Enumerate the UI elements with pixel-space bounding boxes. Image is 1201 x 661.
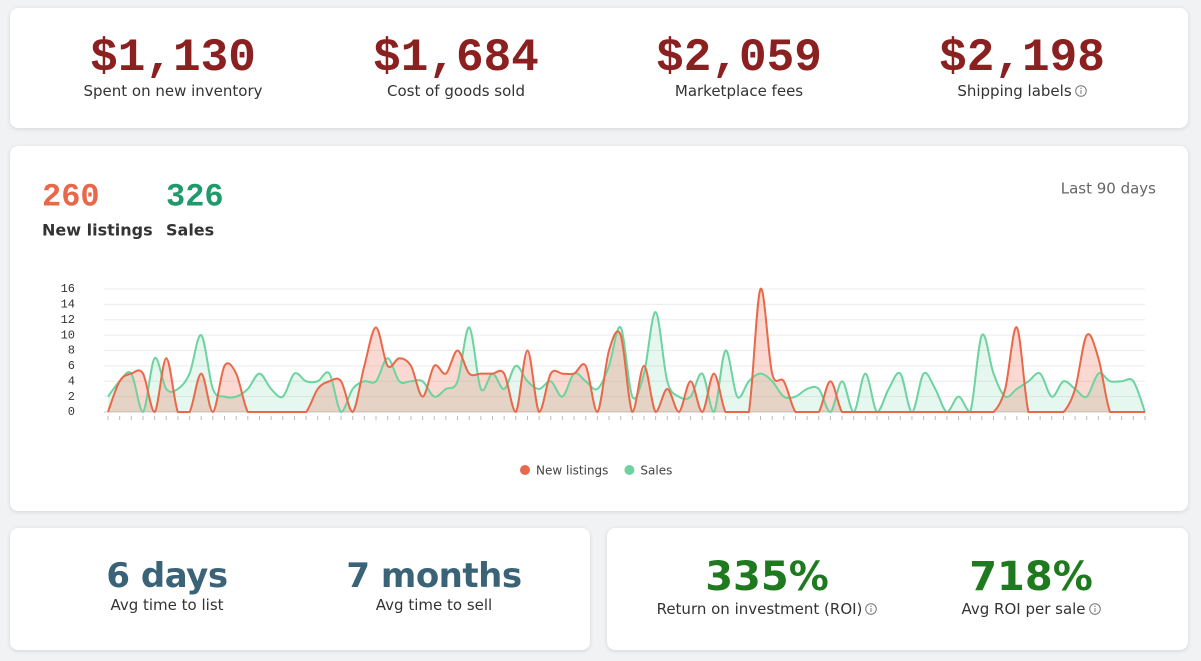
legend-label: Sales <box>640 464 672 478</box>
stat: 335% Return on investment (ROI) <box>627 554 907 618</box>
stat: $1,130 Spent on new inventory <box>33 34 313 100</box>
sales-label: Sales <box>166 221 214 240</box>
listings-count: 260 <box>42 178 100 215</box>
series-line <box>107 287 1145 414</box>
y-tick-label: 16 <box>61 282 75 296</box>
period-label: Last 90 days <box>1061 180 1156 198</box>
chart-card: 260 New listings 326 Sales Last 90 days … <box>10 146 1188 511</box>
legend-marker <box>520 465 530 475</box>
stat-label: Return on investment (ROI) <box>627 600 907 618</box>
listings-label: New listings <box>42 221 153 240</box>
sales-count: 326 <box>166 178 224 215</box>
stat-label: Avg time to sell <box>375 596 493 614</box>
y-tick-label: 0 <box>68 405 75 419</box>
stat-label: Avg time to list <box>110 596 224 614</box>
info-icon[interactable] <box>1074 85 1087 97</box>
chart: 260 New listings 326 Sales Last 90 days … <box>42 178 1156 478</box>
stat: 7 months Avg time to sell <box>294 556 574 614</box>
stat-value: $1,684 <box>373 32 539 84</box>
stat: 718% Avg ROI per sale <box>891 554 1171 618</box>
summary-card: $1,130 Spent on new inventory $1,684 Cost … <box>10 8 1188 128</box>
stat-label: Spent on new inventory <box>83 82 263 100</box>
stat-label-text: Return on investment (ROI) <box>656 600 863 618</box>
stat: 6 days Avg time to list <box>27 556 307 614</box>
stat-label: Cost of goods sold <box>386 82 525 100</box>
stat: $2,198 Shipping labels <box>882 34 1162 100</box>
y-tick-label: 6 <box>68 359 75 373</box>
stat: $1,684 Cost of goods sold <box>316 34 596 100</box>
stat-value: 6 days <box>106 556 228 596</box>
stat-value: $2,059 <box>656 32 822 84</box>
y-tick-label: 14 <box>61 298 75 312</box>
stat-value: 335% <box>705 554 829 600</box>
legend-label: New listings <box>536 464 608 478</box>
y-tick-label: 8 <box>68 344 75 358</box>
roi-card: 335% Return on investment (ROI) 718% Avg R… <box>607 528 1188 650</box>
stat-label-text: Avg ROI per sale <box>961 600 1086 618</box>
stat-value: 718% <box>969 554 1093 600</box>
series-line <box>107 311 1146 414</box>
info-icon[interactable] <box>865 603 878 615</box>
stat-label: Avg ROI per sale <box>891 600 1171 618</box>
stat-label: Shipping labels <box>882 82 1162 100</box>
stat-value: $2,198 <box>939 32 1105 84</box>
stat-label-text: Shipping labels <box>957 82 1072 100</box>
stat-value: $1,130 <box>90 32 256 84</box>
stat-label: Marketplace fees <box>674 82 804 100</box>
legend-marker <box>624 465 635 475</box>
y-tick-label: 4 <box>68 374 75 388</box>
info-icon[interactable] <box>1088 603 1101 615</box>
time-card: 6 days Avg time to list 7 months Avg time … <box>10 528 590 650</box>
stat-value: 7 months <box>346 556 522 596</box>
y-tick-label: 10 <box>61 328 75 342</box>
stat: $2,059 Marketplace fees <box>599 34 879 100</box>
y-tick-label: 2 <box>68 390 75 404</box>
y-tick-label: 12 <box>61 313 75 327</box>
